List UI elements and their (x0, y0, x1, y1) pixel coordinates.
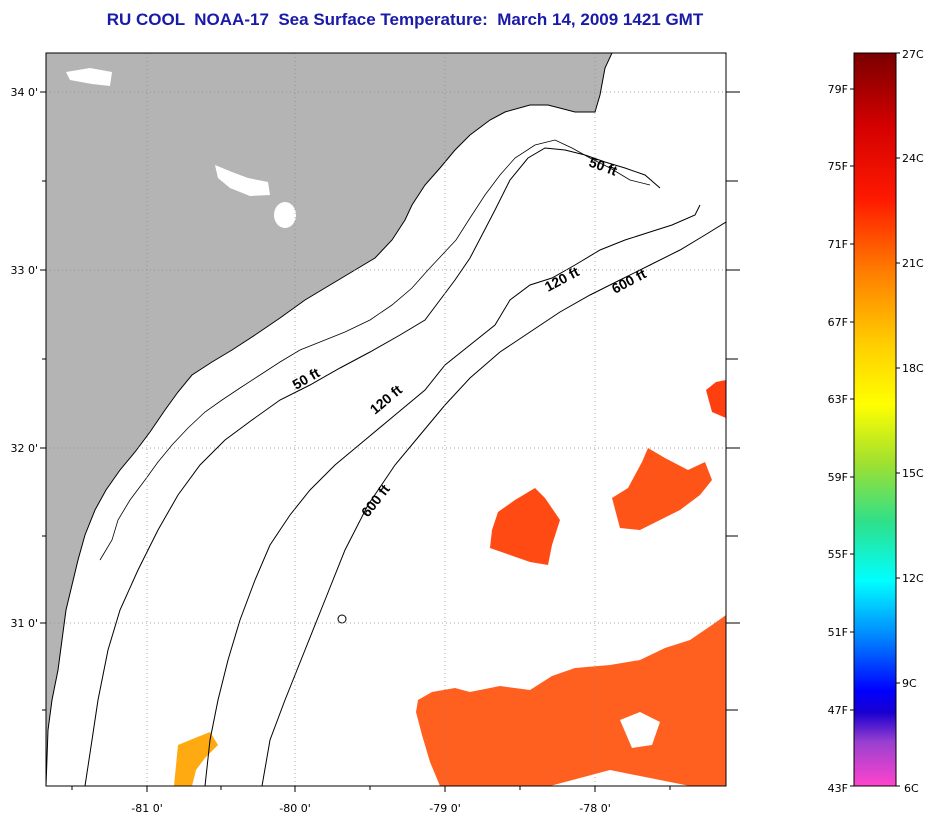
contour-600ft (261, 221, 726, 786)
sst-white-hole (620, 712, 660, 748)
lake (66, 68, 112, 86)
graticule (46, 53, 726, 786)
map-area (46, 53, 726, 786)
colorbar-fahrenheit-label: 63F (828, 393, 848, 406)
colorbar-celsius-label: 27C (902, 48, 924, 61)
lat-label: 31 0' (10, 617, 38, 630)
colorbar-fahrenheit-label: 67F (828, 316, 848, 329)
lon-label: -80 0' (279, 802, 311, 815)
contour-120ft (204, 204, 701, 786)
sst-warm-patch (612, 448, 712, 530)
colorbar-celsius-label: 12C (902, 572, 924, 585)
lon-label: -79 0' (429, 802, 461, 815)
colorbar-celsius-label: 6C (904, 782, 919, 795)
colorbar-celsius-label: 15C (902, 467, 924, 480)
colorbar-celsius-label: 9C (902, 677, 917, 690)
colorbar-fahrenheit-label: 55F (828, 548, 848, 561)
colorbar-celsius-label: 24C (902, 152, 924, 165)
map-title: RU COOL NOAA-17 Sea Surface Temperature:… (106, 10, 704, 29)
lon-label: -78 0' (579, 802, 611, 815)
colorbar-fahrenheit-label: 47F (828, 704, 848, 717)
axis-ticks (40, 91, 740, 792)
colorbar-ticks (850, 52, 900, 787)
lat-label: 32 0' (10, 442, 38, 455)
land-mass (46, 53, 613, 786)
colorbar-celsius-label: 18C (902, 362, 924, 375)
lat-label: 34 0' (10, 86, 38, 99)
colorbar-fahrenheit-label: 71F (828, 238, 848, 251)
contour-50ft (84, 147, 661, 786)
colorbar-fahrenheit-label: 51F (828, 626, 848, 639)
colorbar-fahrenheit-label: 79F (828, 83, 848, 96)
map-frame (45, 52, 727, 787)
coastline-detail (99, 139, 651, 561)
colorbar-fahrenheit-label: 59F (828, 471, 848, 484)
sst-yellow-patch (174, 732, 218, 786)
colorbar-fahrenheit-label: 43F (828, 782, 848, 795)
colorbar-celsius-label: 21C (902, 257, 924, 270)
sst-warm-patch (490, 488, 560, 565)
colorbar-fahrenheit-label: 75F (828, 160, 848, 173)
lake (215, 165, 270, 196)
lat-label: 33 0' (10, 264, 38, 277)
colorbar (853, 52, 897, 787)
lon-label: -81 0' (131, 802, 163, 815)
lake (274, 202, 296, 228)
sst-warm-patch (706, 380, 726, 418)
